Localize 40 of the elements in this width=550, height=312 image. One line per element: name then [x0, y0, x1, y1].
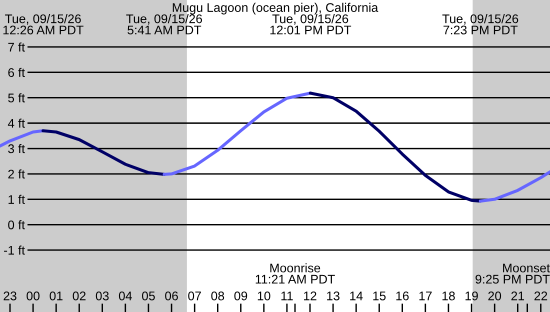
x-tick-label: 14: [350, 292, 363, 300]
annotation: Tue, 09/15/26 12:26 AM PDT: [3, 14, 84, 34]
x-tick-label: 04: [118, 291, 132, 300]
x-tick-label: 00: [26, 291, 40, 300]
x-tick-label: 13: [327, 291, 340, 300]
x-tick-label: 05: [142, 291, 155, 300]
annotation: Tue, 09/15/26 5:41 AM PDT: [126, 14, 202, 34]
x-tick-label: 08: [211, 291, 224, 300]
x-tick-label: 07: [188, 291, 201, 300]
y-tick-label: 0 ft: [8, 220, 25, 230]
x-tick-label: 10: [258, 291, 270, 300]
annotation: Moonrise 11:21 AM PDT: [256, 263, 335, 284]
x-tick-label: 17: [419, 292, 432, 300]
x-tick-label: 19: [466, 291, 478, 300]
y-tick-label: 5 ft: [8, 93, 25, 102]
y-tick-label: -1 ft: [4, 246, 25, 255]
x-tick-label: 16: [396, 291, 409, 300]
x-tick-label: 02: [72, 291, 86, 300]
x-tick-label: 23: [4, 291, 16, 300]
y-tick-label: 7 ft: [8, 42, 25, 52]
chart-title: Mugu Lagoon (ocean pier), California: [172, 2, 378, 14]
x-tick-label: 22: [534, 291, 548, 300]
y-tick-label: 1 ft: [8, 194, 25, 204]
x-tick-label: 06: [165, 291, 178, 300]
x-tick-label: 15: [373, 292, 386, 300]
y-tick-label: 3 ft: [8, 144, 25, 154]
y-tick-label: 2 ft: [8, 169, 25, 179]
x-tick-label: 21: [511, 291, 524, 300]
x-tick-label: 11: [281, 292, 293, 300]
annotation: Moonset 9:25 PM PDT: [476, 264, 550, 284]
y-tick-label: 4 ft: [8, 118, 25, 128]
y-tick-label: 6 ft: [8, 68, 25, 78]
annotation: Tue, 09/15/26 12:01 PM PDT: [270, 14, 352, 34]
x-tick-label: 20: [488, 291, 502, 300]
x-tick-label: 09: [234, 291, 248, 300]
x-tick-label: 12: [304, 291, 316, 300]
x-tick-label: 18: [442, 291, 455, 300]
x-tick-label: 01: [50, 291, 62, 300]
annotation: Tue, 09/15/26 7:23 PM PDT: [442, 14, 518, 34]
x-tick-label: 03: [96, 291, 109, 300]
